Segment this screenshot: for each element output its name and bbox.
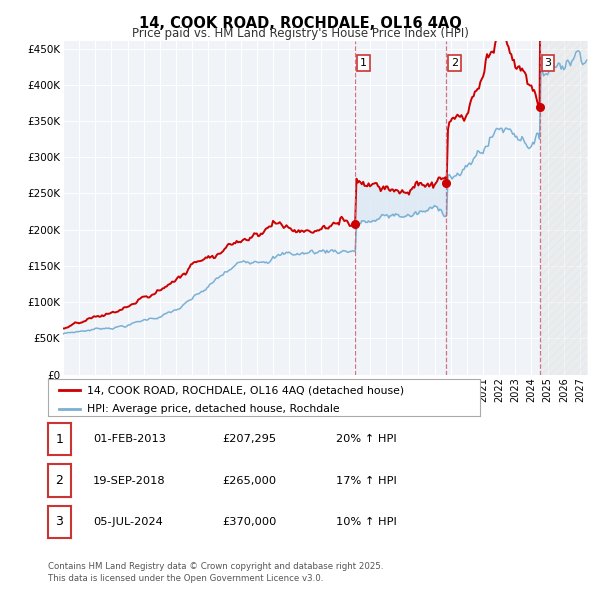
Text: 10% ↑ HPI: 10% ↑ HPI (336, 517, 397, 527)
Text: Price paid vs. HM Land Registry's House Price Index (HPI): Price paid vs. HM Land Registry's House … (131, 27, 469, 40)
Text: 17% ↑ HPI: 17% ↑ HPI (336, 476, 397, 486)
Text: £265,000: £265,000 (222, 476, 276, 486)
Text: 14, COOK ROAD, ROCHDALE, OL16 4AQ: 14, COOK ROAD, ROCHDALE, OL16 4AQ (139, 16, 461, 31)
Text: 2: 2 (451, 58, 458, 68)
Text: Contains HM Land Registry data © Crown copyright and database right 2025.
This d: Contains HM Land Registry data © Crown c… (48, 562, 383, 583)
Text: £370,000: £370,000 (222, 517, 277, 527)
Text: 3: 3 (544, 58, 551, 68)
Text: 1: 1 (360, 58, 367, 68)
Text: 2: 2 (55, 474, 64, 487)
Text: 1: 1 (55, 432, 64, 446)
Text: 20% ↑ HPI: 20% ↑ HPI (336, 434, 397, 444)
Text: 05-JUL-2024: 05-JUL-2024 (93, 517, 163, 527)
Text: 19-SEP-2018: 19-SEP-2018 (93, 476, 166, 486)
Text: HPI: Average price, detached house, Rochdale: HPI: Average price, detached house, Roch… (87, 404, 340, 414)
Text: 14, COOK ROAD, ROCHDALE, OL16 4AQ (detached house): 14, COOK ROAD, ROCHDALE, OL16 4AQ (detac… (87, 385, 404, 395)
Text: 3: 3 (55, 515, 64, 529)
Text: 01-FEB-2013: 01-FEB-2013 (93, 434, 166, 444)
Text: £207,295: £207,295 (222, 434, 276, 444)
